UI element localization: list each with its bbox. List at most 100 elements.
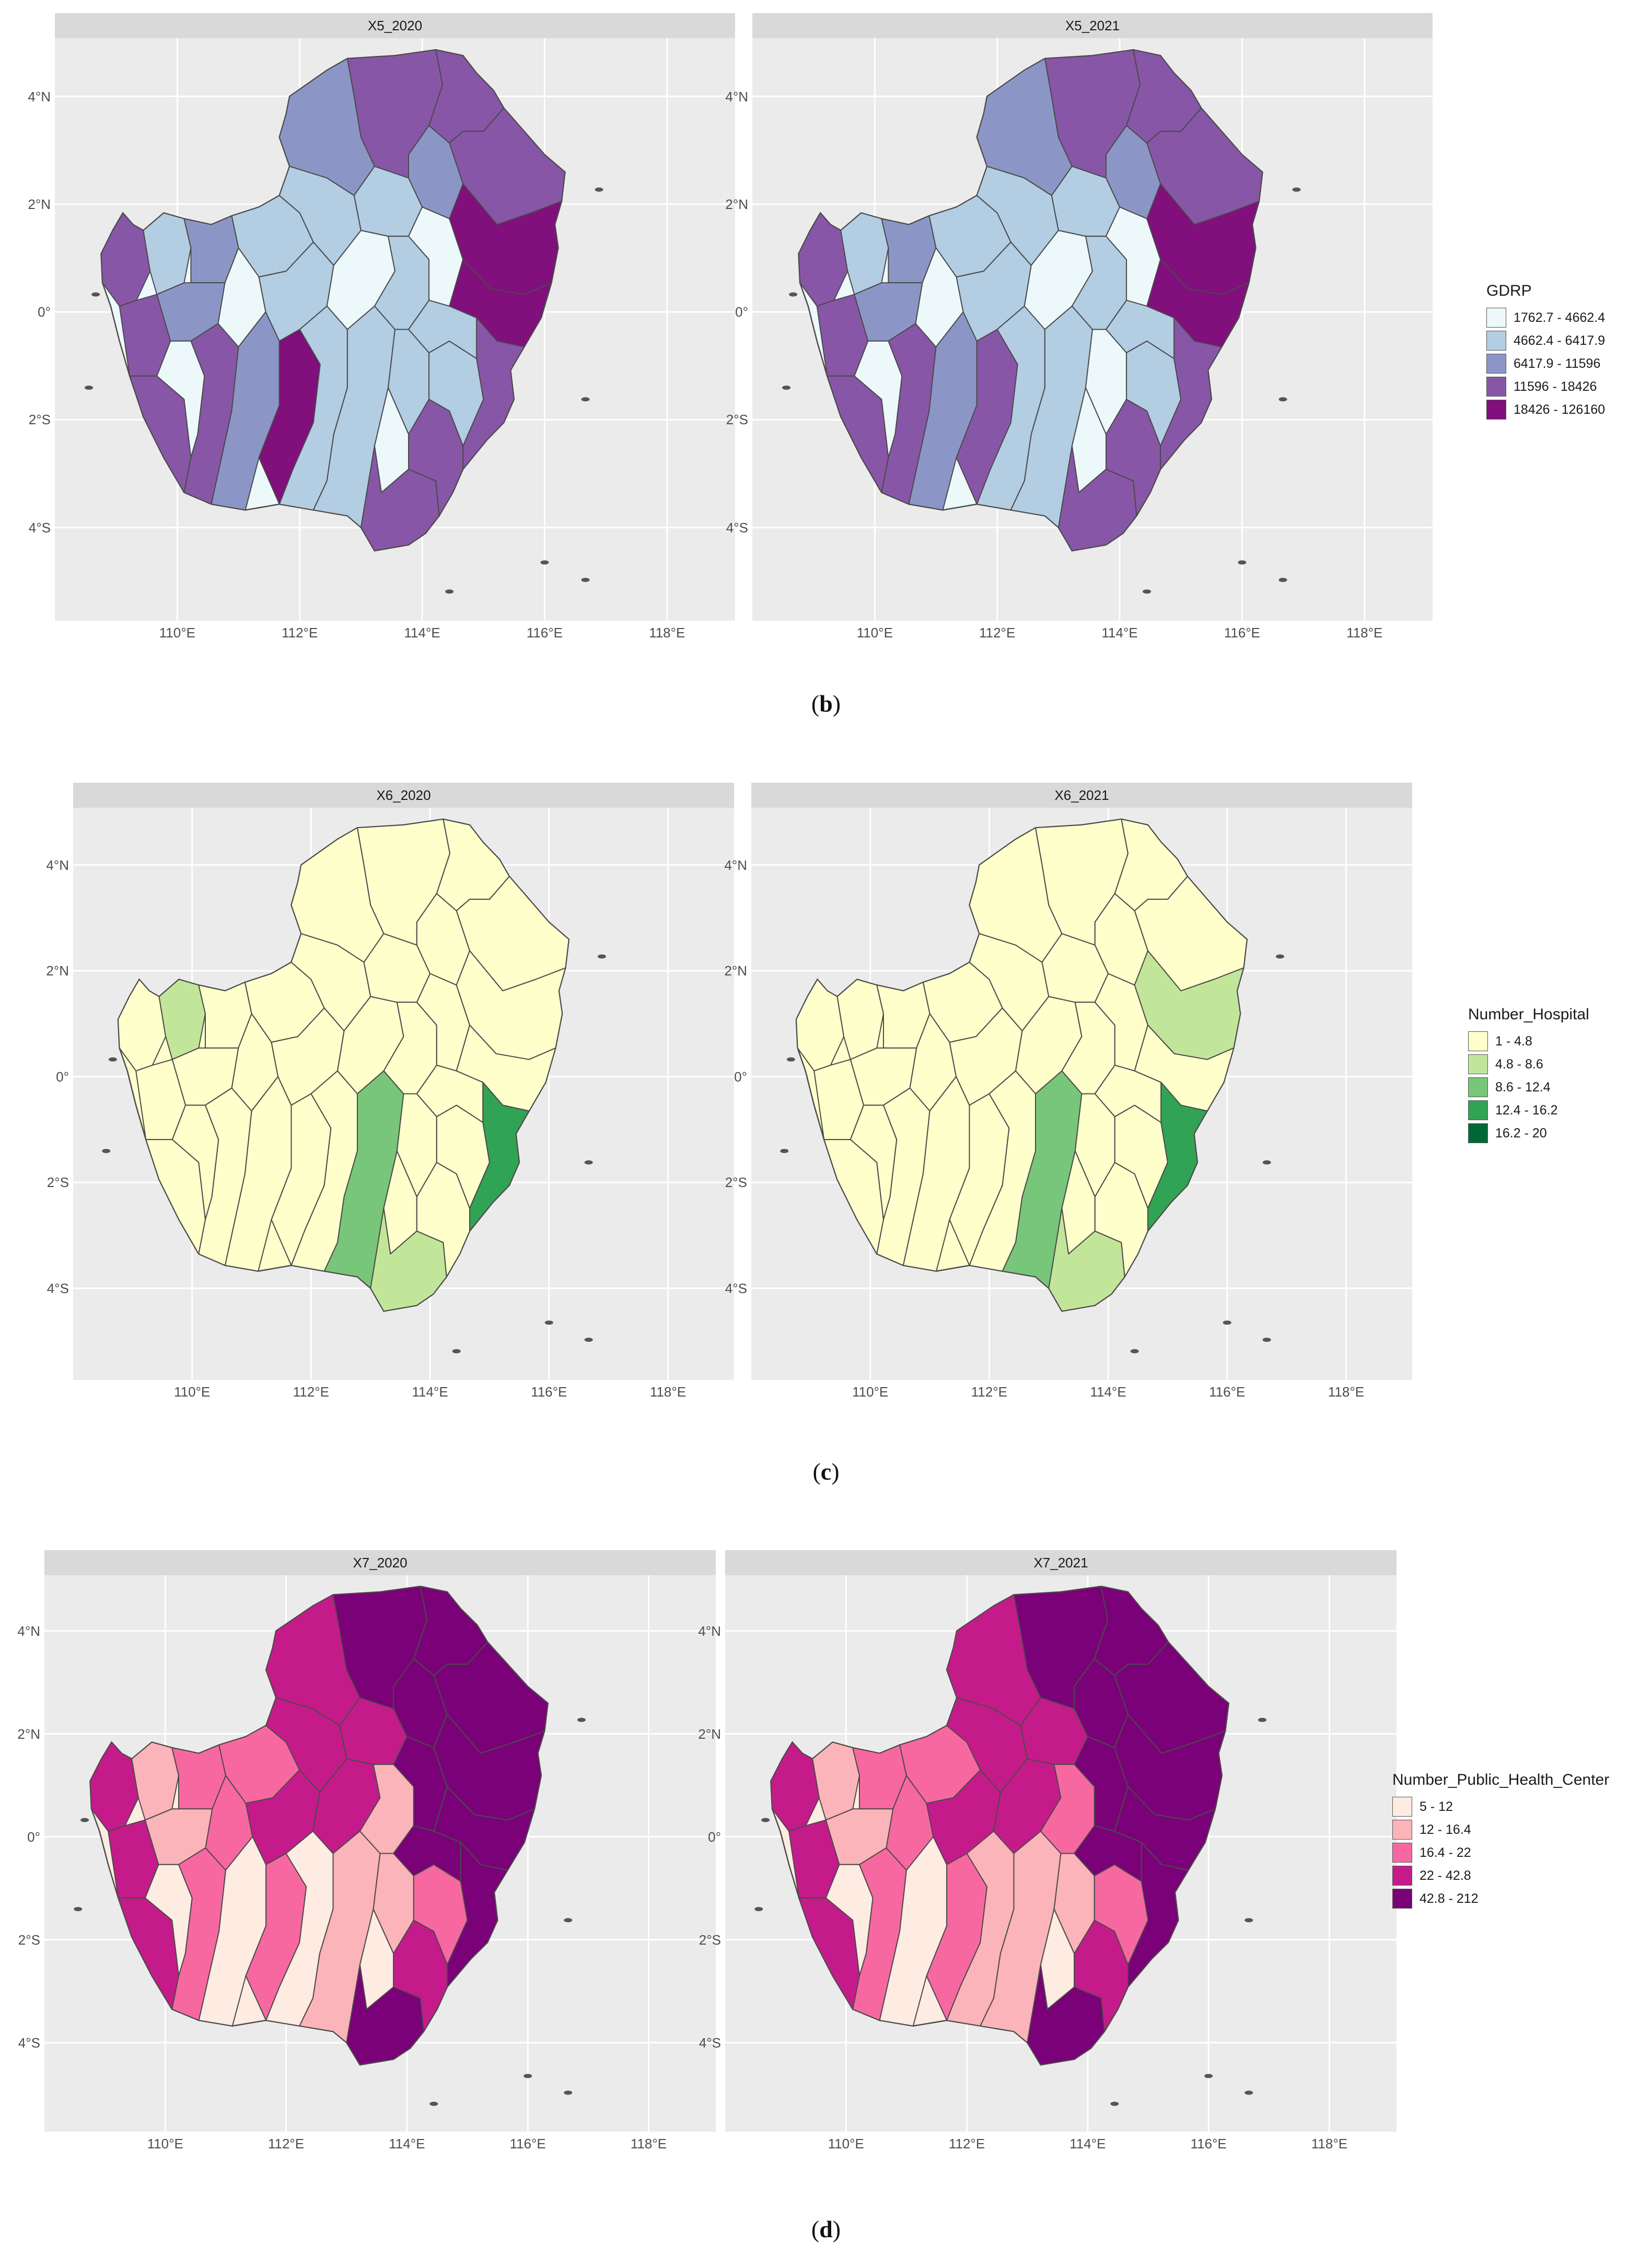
lat-tick-label: 0° <box>735 304 748 320</box>
legend-item: 16.4 - 22 <box>1392 1841 1609 1864</box>
legend-label: 42.8 - 212 <box>1420 1891 1479 1906</box>
map-panel <box>752 38 1433 621</box>
legend-label: 16.2 - 20 <box>1495 1125 1547 1141</box>
panel-title: X5_2020 <box>55 13 735 38</box>
small-island <box>1110 2101 1119 2106</box>
lon-tick-label: 112°E <box>979 625 1016 641</box>
small-island <box>1276 954 1284 959</box>
legend-item: 18426 - 126160 <box>1486 398 1605 421</box>
lon-tick-label: 116°E <box>1224 625 1261 641</box>
lat-tick-label: 2°S <box>699 1932 721 1948</box>
lon-tick-label: 118°E <box>1311 2136 1348 2152</box>
legend-label: 6417.9 - 11596 <box>1514 356 1601 371</box>
small-island <box>1262 1160 1271 1165</box>
lon-tick-label: 116°E <box>1190 2136 1227 2152</box>
lon-tick-label: 114°E <box>389 2136 425 2152</box>
lon-tick-label: 110°E <box>856 625 893 641</box>
region-polygon <box>433 1714 545 1821</box>
legend-swatch <box>1486 331 1506 351</box>
lon-tick-label: 118°E <box>1346 625 1383 641</box>
lon-tick-label: 118°E <box>649 1384 687 1400</box>
legend-item: 4.8 - 8.6 <box>1468 1053 1589 1076</box>
figure-caption: (d) <box>811 2216 841 2242</box>
small-island <box>584 1338 593 1342</box>
map-svg <box>725 1575 1397 2132</box>
small-island <box>786 1057 795 1062</box>
lon-tick-label: 116°E <box>1209 1384 1246 1400</box>
lat-tick-label: 0° <box>734 1068 747 1085</box>
small-island <box>1143 589 1151 594</box>
map-panel <box>725 1575 1397 2132</box>
region-polygon <box>158 979 206 1060</box>
small-island <box>789 292 798 297</box>
panel-title: X5_2021 <box>752 13 1433 38</box>
small-island <box>1292 187 1301 192</box>
region-polygon <box>1160 317 1223 470</box>
small-island <box>780 1149 789 1153</box>
lon-tick-label: 114°E <box>1069 2136 1106 2152</box>
lat-tick-label: 4°N <box>17 1623 40 1639</box>
small-island <box>564 1918 573 1923</box>
lat-tick-label: 4°S <box>726 519 748 536</box>
small-island <box>445 589 454 594</box>
lat-tick-label: 2°S <box>726 412 748 428</box>
map-panel <box>44 1575 716 2132</box>
region-polygon <box>462 317 525 470</box>
legend-label: 4662.4 - 6417.9 <box>1514 333 1606 348</box>
small-island <box>80 1818 89 1822</box>
figure-caption: (c) <box>812 1458 840 1485</box>
legend-item: 12 - 16.4 <box>1392 1818 1609 1841</box>
lon-tick-label: 118°E <box>649 625 685 641</box>
region-polygon <box>447 1842 508 1988</box>
legend: GDRP 1762.7 - 4662.4 4662.4 - 6417.9 6417.9… <box>1486 282 1605 421</box>
small-island <box>754 1907 763 1911</box>
legend-label: 1762.7 - 4662.4 <box>1514 310 1606 325</box>
lon-tick-label: 110°E <box>174 1384 211 1400</box>
small-island <box>581 397 590 402</box>
small-island <box>1238 560 1247 565</box>
lon-tick-label: 112°E <box>267 2136 305 2152</box>
legend-label: 16.4 - 22 <box>1420 1845 1471 1860</box>
legend-label: 18426 - 126160 <box>1514 402 1606 417</box>
legend-title: Number_Hospital <box>1468 1006 1589 1023</box>
region-polygon <box>1146 183 1260 295</box>
caption-letter: d <box>819 2216 833 2242</box>
lat-tick-label: 4°S <box>28 519 51 536</box>
lon-tick-label: 118°E <box>1328 1384 1365 1400</box>
small-island <box>1258 1717 1266 1722</box>
figure-caption: (b) <box>811 690 841 717</box>
legend-label: 8.6 - 12.4 <box>1495 1079 1551 1095</box>
small-island <box>1204 2074 1213 2078</box>
legend-swatch <box>1486 377 1506 397</box>
small-island <box>1278 577 1287 582</box>
small-island <box>584 1160 593 1165</box>
small-island <box>1244 2090 1253 2095</box>
small-island <box>452 1349 461 1354</box>
map-panel <box>73 808 734 1380</box>
legend-swatch <box>1468 1054 1488 1074</box>
region-polygon <box>836 979 884 1060</box>
legend-swatch <box>1468 1031 1488 1051</box>
lon-tick-label: 116°E <box>509 2136 546 2152</box>
small-island <box>1130 1349 1139 1354</box>
small-island <box>595 187 603 192</box>
lat-tick-label: 0° <box>27 1829 40 1845</box>
legend-label: 12 - 16.4 <box>1420 1822 1471 1837</box>
lat-tick-label: 2°N <box>724 963 747 979</box>
legend-swatch <box>1392 1866 1412 1886</box>
legend-label: 1 - 4.8 <box>1495 1033 1532 1049</box>
small-island <box>761 1818 770 1822</box>
map-panel <box>751 808 1412 1380</box>
small-island <box>429 2101 438 2106</box>
small-island <box>523 2074 532 2078</box>
panel-title: X7_2020 <box>44 1550 716 1575</box>
lon-tick-label: 118°E <box>630 2136 667 2152</box>
lat-tick-label: 0° <box>56 1068 69 1085</box>
lat-tick-label: 4°N <box>698 1623 721 1639</box>
legend: Number_Hospital 1 - 4.8 4.8 - 8.6 8.6 - 12.… <box>1468 1006 1589 1145</box>
lat-tick-label: 2°S <box>725 1174 747 1191</box>
legend-swatch <box>1392 1797 1412 1817</box>
panel-title: X6_2021 <box>751 783 1412 808</box>
map-svg <box>751 808 1412 1380</box>
map-svg <box>73 808 734 1380</box>
